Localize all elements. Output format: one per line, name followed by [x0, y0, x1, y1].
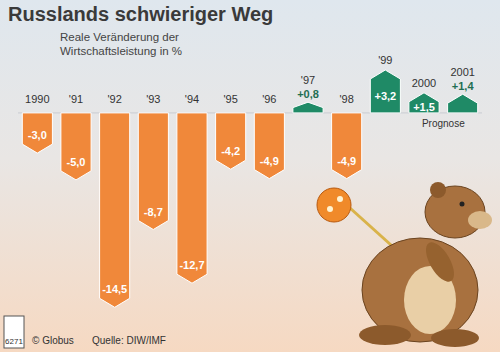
- bear-bundle-dot: [337, 196, 343, 202]
- x-tick-label: '96: [262, 93, 276, 105]
- source: Quelle: DIW/IMF: [92, 335, 166, 346]
- bar: [177, 113, 207, 283]
- bear-illustration: [317, 182, 492, 347]
- data-label: +1,5: [413, 101, 435, 113]
- bear-bundle-dot: [327, 206, 333, 212]
- data-label: +1,4: [452, 80, 475, 92]
- bar: [100, 113, 130, 307]
- bear-ear: [430, 182, 446, 198]
- data-label: -3,0: [28, 129, 47, 141]
- x-tick-label: '93: [146, 93, 160, 105]
- x-tick-label: '94: [185, 93, 199, 105]
- data-label: +3,2: [374, 90, 396, 102]
- bear-snout: [468, 211, 492, 229]
- x-tick-label: '95: [223, 93, 237, 105]
- bar: [216, 113, 246, 169]
- data-label: -4,9: [337, 155, 356, 167]
- copyright: © Globus: [32, 335, 74, 346]
- bar: [409, 93, 439, 113]
- x-tick-label: '91: [69, 93, 83, 105]
- data-label: +0,8: [297, 88, 319, 100]
- bar: [22, 113, 52, 153]
- bar: [138, 113, 168, 230]
- bars: [22, 70, 477, 307]
- data-label: -12,7: [179, 259, 204, 271]
- code: 6271: [5, 337, 23, 346]
- data-label: -5,0: [67, 156, 86, 168]
- x-tick-label: 1990: [25, 93, 49, 105]
- bear-eye: [460, 202, 465, 207]
- chart: -3,0 1990 -5,0 '91 -14,5 '92 -8,7 '93 -12,7 '94 -4…: [0, 0, 500, 352]
- x-tick-label: 2000: [412, 77, 436, 89]
- subtitle: Reale Veränderung der Wirtschaftsleistun…: [60, 30, 240, 58]
- data-label: -4,2: [221, 145, 240, 157]
- bar: [293, 102, 323, 113]
- x-tick-label: '98: [339, 93, 353, 105]
- annotation: Prognose: [422, 118, 465, 129]
- x-tick-label: 2001: [450, 66, 474, 78]
- bar: [448, 94, 478, 113]
- bar: [370, 70, 400, 113]
- data-label: -8,7: [144, 206, 163, 218]
- x-tick-label: '97: [301, 74, 315, 86]
- bar: [332, 113, 362, 179]
- labels: -3,0 1990 -5,0 '91 -14,5 '92 -8,7 '93 -12,7 '94 -4…: [25, 54, 475, 295]
- title: Russlands schwieriger Weg: [8, 3, 273, 26]
- x-tick-label: '92: [107, 93, 121, 105]
- bear-arm: [420, 238, 459, 286]
- data-label: -14,5: [102, 283, 127, 295]
- chart-background: Russlands schwieriger Weg Reale Veränder…: [0, 0, 500, 352]
- bar: [61, 113, 91, 180]
- bear-bundle: [317, 188, 351, 222]
- bear-foot: [359, 325, 411, 345]
- x-tick-label: '99: [378, 54, 392, 66]
- bear-foot: [431, 329, 479, 347]
- data-label: -4,9: [260, 155, 279, 167]
- logo-box: [4, 316, 24, 348]
- bar: [254, 113, 284, 179]
